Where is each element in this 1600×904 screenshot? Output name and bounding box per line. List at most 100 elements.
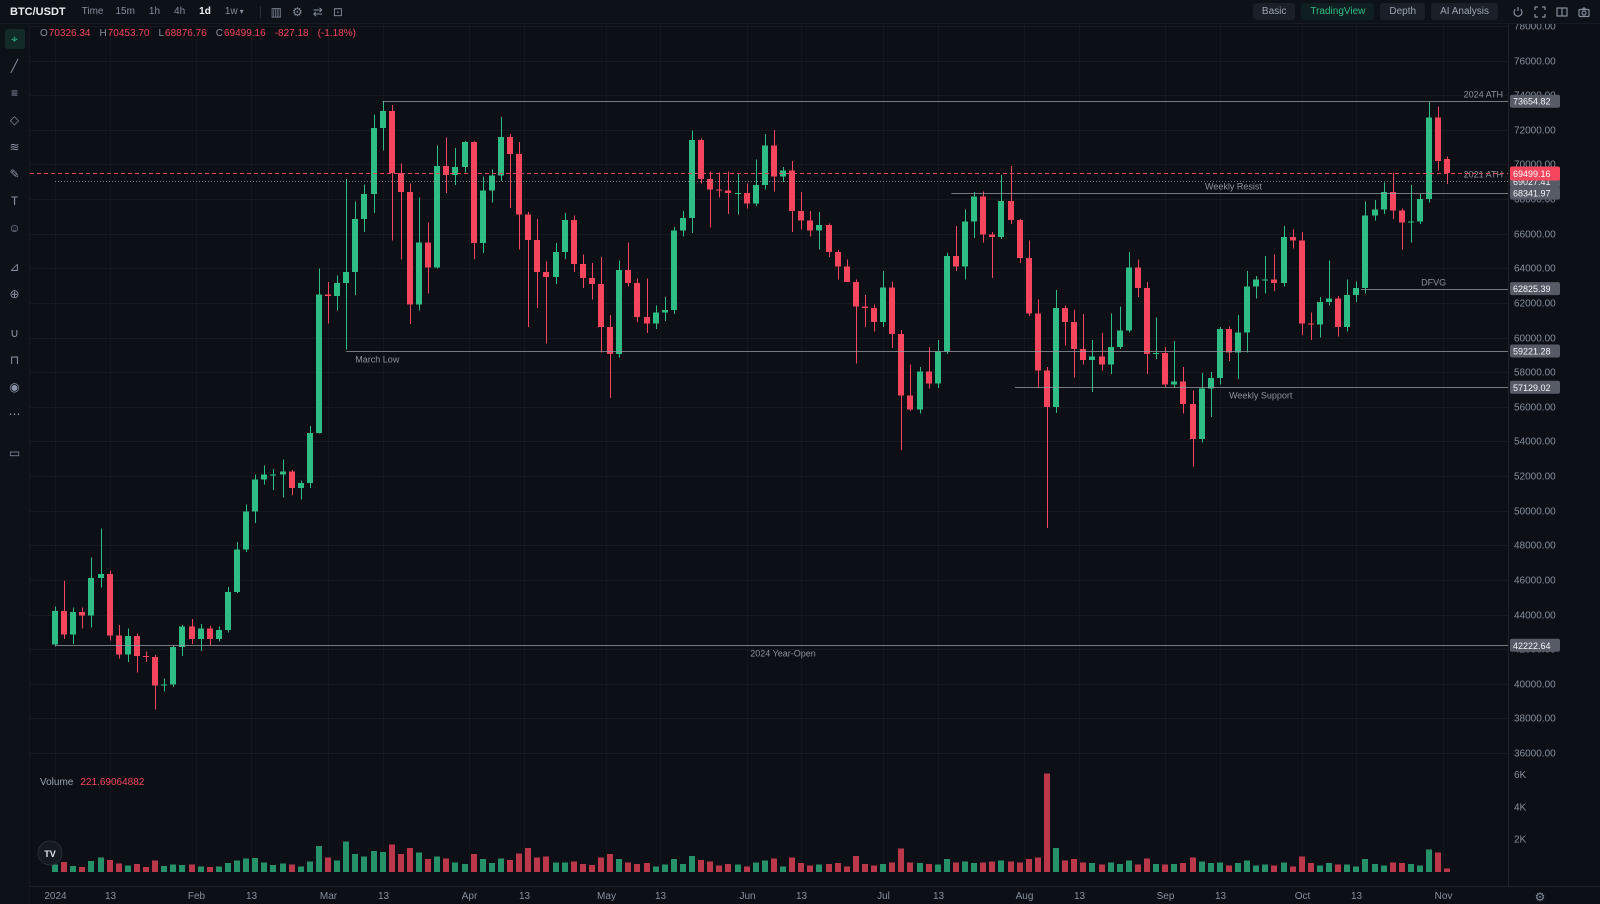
svg-text:13: 13: [1215, 891, 1227, 902]
pattern-tool-icon[interactable]: ◇: [9, 113, 20, 127]
chart-style-icon[interactable]: ▥: [270, 4, 282, 19]
measure-tool-icon[interactable]: ⊿: [9, 260, 20, 274]
svg-text:42222.64: 42222.64: [1513, 641, 1551, 651]
annotation-ath-2024[interactable]: 2024 ATH: [382, 90, 1508, 102]
svg-text:62825.39: 62825.39: [1513, 284, 1551, 294]
svg-text:73654.82: 73654.82: [1513, 97, 1551, 107]
svg-text:68341.97: 68341.97: [1513, 189, 1551, 199]
annotation-year-open[interactable]: 2024 Year-Open: [55, 645, 1508, 659]
svg-text:Aug: Aug: [1016, 891, 1034, 902]
axis-settings-gear-icon[interactable]: ⚙: [1535, 890, 1546, 904]
grid: [30, 24, 1600, 887]
camera-icon[interactable]: [1578, 6, 1590, 18]
current-price-badge: [1510, 166, 1560, 181]
timeframe-row: 15m 1h 4h 1d 1w ▾: [109, 4, 249, 19]
svg-text:54000.00: 54000.00: [1514, 437, 1556, 448]
lock-tool-icon[interactable]: ⊓: [9, 353, 20, 367]
annotation-weekly-resist[interactable]: Weekly Resist: [951, 182, 1508, 194]
svg-text:Feb: Feb: [188, 891, 206, 902]
svg-text:62000.00: 62000.00: [1514, 299, 1556, 310]
cursor-tool-icon[interactable]: ⌖: [4, 29, 25, 49]
eye-tool-icon[interactable]: ◉: [9, 380, 20, 394]
svg-text:13: 13: [246, 891, 258, 902]
svg-text:69027.41: 69027.41: [1513, 177, 1551, 187]
annotation-march-low[interactable]: March Low: [346, 351, 1508, 365]
magnet-tool-icon[interactable]: ∪: [10, 326, 19, 340]
annotation-weekly-support[interactable]: Weekly Support: [1015, 387, 1508, 401]
svg-text:2021 ATH: 2021 ATH: [1464, 170, 1503, 180]
emoji-tool-icon[interactable]: ☺: [8, 221, 21, 235]
chart-mode-tradingview[interactable]: TradingView: [1301, 3, 1375, 20]
price-axis-badges: 73654.82 69027.41 68341.97 62825.39 59221.28…: [1510, 94, 1560, 652]
open-label: O: [40, 28, 48, 39]
horizontal-line-tool-icon[interactable]: ≡: [10, 86, 18, 100]
chart-mode-depth[interactable]: Depth: [1380, 3, 1426, 20]
ai-analysis-button[interactable]: AI Analysis: [1431, 3, 1498, 20]
annotations: 2024 ATH 2021 ATH Weekly Resist DFVG March L…: [55, 90, 1508, 659]
topbar-divider: [259, 5, 261, 18]
layout-icon[interactable]: [1556, 6, 1568, 18]
chart-settings-icon[interactable]: ⚙: [292, 4, 303, 19]
svg-text:Mar: Mar: [320, 891, 338, 902]
zoom-tool-icon[interactable]: ⊕: [9, 287, 20, 301]
svg-text:72000.00: 72000.00: [1514, 126, 1556, 137]
compare-icon[interactable]: ⇄: [312, 4, 323, 19]
timeframe-1d[interactable]: 1d: [199, 6, 211, 17]
candlestick-series[interactable]: [52, 101, 1450, 710]
svg-text:2024 Year-Open: 2024 Year-Open: [750, 649, 816, 659]
svg-text:76000.00: 76000.00: [1514, 57, 1556, 68]
svg-text:36000.00: 36000.00: [1514, 749, 1556, 760]
svg-text:64000.00: 64000.00: [1514, 264, 1556, 275]
price-axis[interactable]: 36000.0038000.0040000.0042000.0044000.00…: [1514, 22, 1556, 846]
annotation-ath-2021[interactable]: 2021 ATH: [55, 170, 1508, 182]
low-value: 68876.76: [165, 28, 207, 39]
annotation-dfvg[interactable]: DFVG: [1360, 278, 1508, 290]
svg-text:78000.00: 78000.00: [1514, 22, 1556, 33]
fullscreen-icon[interactable]: [1534, 5, 1546, 18]
svg-text:68000.00: 68000.00: [1514, 195, 1556, 206]
svg-text:13: 13: [655, 891, 667, 902]
symbol-title[interactable]: BTC/USDT: [10, 5, 66, 18]
delete-tool-icon[interactable]: ▭: [8, 446, 21, 460]
volume-series: [52, 773, 1450, 872]
high-label: H: [99, 28, 107, 39]
power-icon[interactable]: [1512, 6, 1524, 18]
brush-tool-icon[interactable]: ✎: [9, 167, 20, 181]
svg-text:Oct: Oct: [1295, 891, 1311, 902]
text-tool-icon[interactable]: T: [10, 194, 19, 208]
svg-text:58000.00: 58000.00: [1514, 368, 1556, 379]
svg-text:13: 13: [105, 891, 117, 902]
expand-chart-icon[interactable]: ⊡: [332, 4, 343, 19]
timeframe-1h[interactable]: 1h: [148, 6, 161, 17]
svg-text:TV: TV: [44, 849, 56, 859]
volume-label: Volume: [40, 777, 74, 788]
svg-text:2K: 2K: [1514, 835, 1527, 846]
time-label: Time: [81, 6, 104, 17]
svg-text:Sep: Sep: [1157, 891, 1175, 902]
svg-text:13: 13: [796, 891, 808, 902]
tradingview-logo[interactable]: TV: [37, 840, 63, 866]
timeframe-4h[interactable]: 4h: [174, 6, 186, 17]
svg-text:Nov: Nov: [1435, 891, 1453, 902]
close-label: C: [215, 28, 223, 39]
timeframe-15m[interactable]: 15m: [115, 6, 135, 17]
trend-line-tool-icon[interactable]: ╱: [10, 59, 19, 73]
timeframe-1w[interactable]: 1w ▾: [224, 6, 244, 17]
svg-text:44000.00: 44000.00: [1514, 611, 1556, 622]
svg-text:Jun: Jun: [739, 891, 755, 902]
volume-value: 221.69064882: [80, 777, 145, 788]
chart-tool-icons: ▥ ⚙ ⇄ ⊡: [271, 6, 343, 18]
wave-tool-icon[interactable]: ≋: [9, 140, 20, 154]
more-tools-icon[interactable]: ⋯: [8, 407, 21, 421]
svg-text:2024 ATH: 2024 ATH: [1464, 90, 1503, 100]
chart-mode-basic[interactable]: Basic: [1252, 3, 1296, 20]
svg-text:13: 13: [519, 891, 531, 902]
low-label: L: [158, 28, 165, 39]
close-value: 69499.16: [223, 28, 266, 39]
svg-text:6K: 6K: [1514, 770, 1527, 781]
open-value: 70326.34: [48, 28, 91, 39]
time-axis[interactable]: 2024 13 Feb 13 Mar 13 Apr 13 May 13 Jun 13 Jul 13 Aug 1…: [44, 891, 1452, 902]
svg-text:66000.00: 66000.00: [1514, 230, 1556, 241]
